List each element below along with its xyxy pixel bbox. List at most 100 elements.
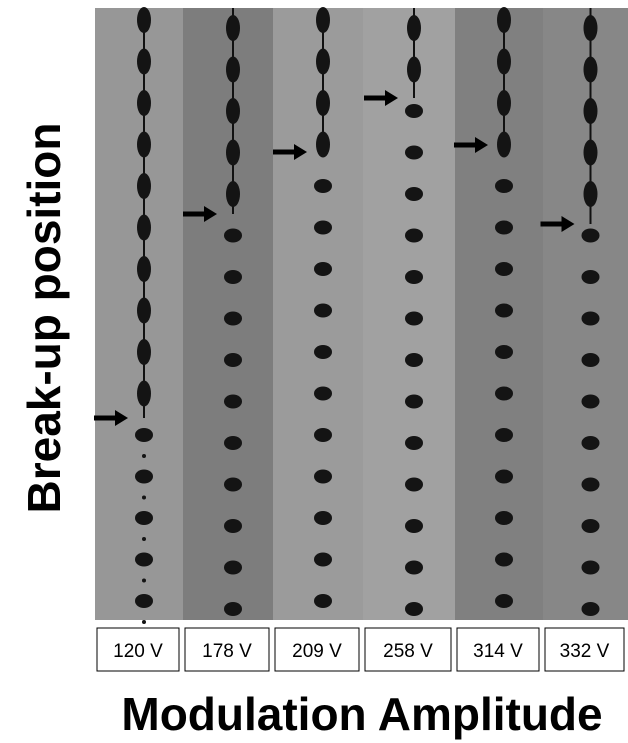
droplet	[581, 602, 600, 616]
droplet	[224, 353, 242, 367]
droplet-bulge	[583, 98, 598, 124]
droplet-bulge	[226, 139, 240, 166]
satellite	[142, 454, 146, 458]
droplet	[405, 104, 423, 118]
droplet	[224, 228, 242, 243]
droplet	[314, 262, 332, 276]
droplet	[405, 560, 423, 575]
satellite	[142, 495, 146, 500]
droplet	[581, 270, 600, 284]
droplet-bulge	[226, 56, 240, 83]
droplet-bulge	[583, 139, 598, 166]
droplet	[405, 394, 423, 409]
droplet	[405, 602, 423, 616]
droplet-bulge	[497, 7, 511, 33]
arrow-head	[475, 137, 488, 153]
droplet	[495, 220, 513, 235]
droplet	[135, 428, 153, 442]
droplet-bulge	[583, 56, 598, 83]
droplet-bulge	[137, 339, 151, 365]
droplet-bulge	[137, 256, 151, 282]
droplet-images: 120 V 178 V 209 V 258 V 314 V 332 V	[94, 7, 628, 672]
satellite	[142, 537, 146, 541]
droplet	[405, 187, 423, 201]
droplet	[314, 469, 332, 484]
x-axis-label: Modulation Amplitude	[121, 688, 602, 740]
droplet	[581, 519, 600, 533]
droplet	[581, 353, 600, 367]
droplet-bulge	[226, 98, 240, 124]
droplet-bulge	[226, 181, 240, 207]
droplet-bulge	[137, 297, 151, 324]
droplet-bulge	[583, 181, 598, 207]
droplet-bulge	[137, 173, 151, 199]
droplet-bulge	[316, 48, 330, 75]
panel-label-box	[184, 627, 270, 672]
droplet	[581, 394, 600, 409]
droplet	[495, 303, 513, 318]
satellite	[142, 620, 146, 624]
y-axis-label: Break-up position	[18, 122, 70, 513]
droplet	[405, 436, 423, 450]
droplet	[581, 560, 600, 575]
droplet	[495, 594, 513, 608]
panel-label: 258 V	[383, 641, 433, 662]
droplet	[405, 228, 423, 243]
panel-label-box	[274, 627, 360, 672]
droplet	[581, 436, 600, 450]
panel-label-box	[456, 627, 540, 672]
droplet-bulge	[497, 48, 511, 75]
droplet	[495, 386, 513, 401]
droplet	[135, 552, 153, 567]
droplet	[405, 353, 423, 367]
droplet	[314, 345, 332, 359]
droplet	[314, 220, 332, 235]
droplet	[314, 511, 332, 525]
arrow-head	[204, 206, 217, 222]
droplet	[135, 594, 153, 608]
droplet-bulge	[316, 7, 330, 33]
droplet-bulge	[226, 15, 240, 41]
droplet-bulge	[137, 214, 151, 241]
arrow-head	[385, 90, 398, 106]
droplet	[224, 394, 242, 409]
droplet	[495, 262, 513, 276]
droplet-bulge	[316, 90, 330, 116]
droplet	[224, 436, 242, 450]
droplet	[405, 311, 423, 326]
droplet	[405, 477, 423, 492]
droplet-bulge	[137, 131, 151, 158]
droplet	[495, 428, 513, 442]
droplet	[495, 511, 513, 525]
droplet-bulge	[137, 90, 151, 116]
droplet	[224, 270, 242, 284]
droplet	[224, 602, 242, 616]
droplet	[495, 179, 513, 193]
droplet	[135, 511, 153, 525]
satellite	[142, 578, 146, 583]
panel-label: 332 V	[560, 641, 610, 662]
droplet	[135, 469, 153, 484]
droplet-bulge	[407, 56, 421, 83]
arrow-head	[115, 410, 128, 426]
droplet	[314, 594, 332, 608]
droplet-bulge	[497, 90, 511, 116]
panel-label-box	[96, 627, 180, 672]
droplet	[581, 228, 600, 243]
droplet	[314, 386, 332, 401]
panel-label: 209 V	[292, 641, 342, 662]
droplet	[495, 345, 513, 359]
arrow-head	[561, 216, 575, 232]
droplet	[314, 428, 332, 442]
droplet-bulge	[137, 48, 151, 75]
panel-label-box	[544, 627, 625, 672]
droplet	[314, 179, 332, 193]
droplet-bulge	[497, 131, 511, 158]
droplet-bulge	[583, 15, 598, 41]
droplet-bulge	[137, 380, 151, 407]
droplet-bulge	[407, 15, 421, 41]
panel-label: 178 V	[202, 641, 252, 662]
droplet	[224, 519, 242, 533]
droplet	[581, 477, 600, 492]
